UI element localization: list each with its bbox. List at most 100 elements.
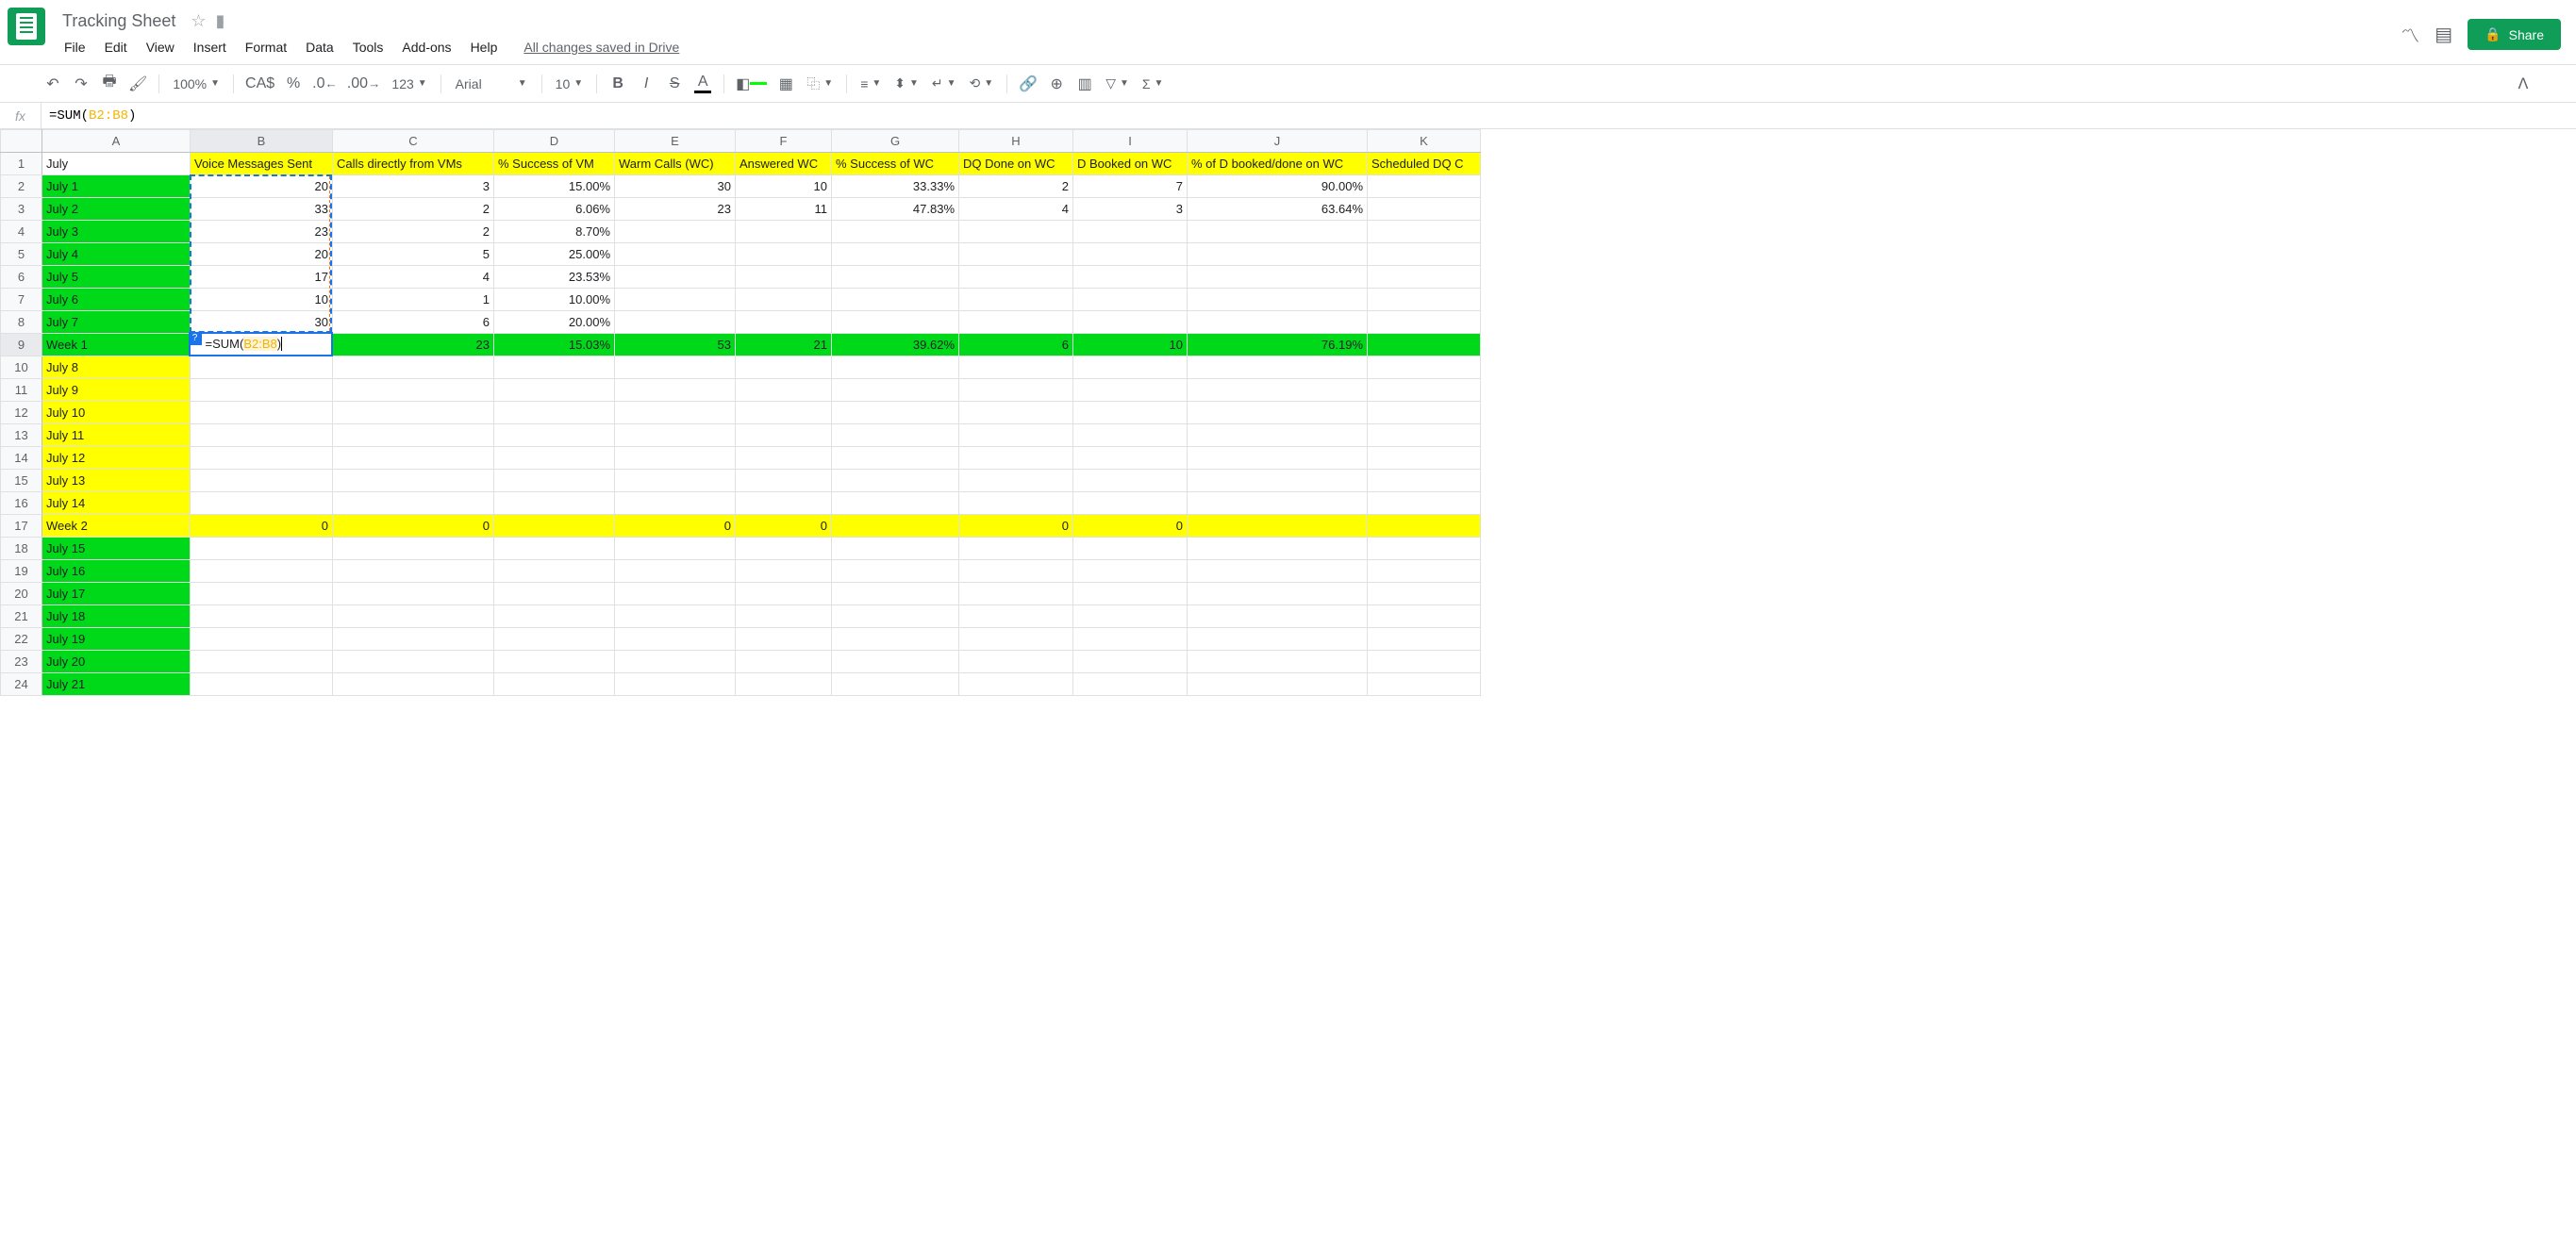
cell-G12[interactable]: [832, 402, 959, 424]
cell-G4[interactable]: [832, 221, 959, 243]
cell-K17[interactable]: [1368, 515, 1481, 538]
menu-addons[interactable]: Add-ons: [394, 36, 458, 58]
row-header-19[interactable]: 19: [1, 560, 42, 583]
cell-I13[interactable]: [1073, 424, 1188, 447]
menu-tools[interactable]: Tools: [345, 36, 391, 58]
cell-K1[interactable]: Scheduled DQ C: [1368, 153, 1481, 175]
row-header-1[interactable]: 1: [1, 153, 42, 175]
cell-A5[interactable]: July 4: [42, 243, 191, 266]
cell-K15[interactable]: [1368, 470, 1481, 492]
cell-A18[interactable]: July 15: [42, 538, 191, 560]
cell-G5[interactable]: [832, 243, 959, 266]
cell-B11[interactable]: [191, 379, 333, 402]
cell-C24[interactable]: [333, 673, 494, 696]
cell-F16[interactable]: [736, 492, 832, 515]
cell-G20[interactable]: [832, 583, 959, 605]
cell-K22[interactable]: [1368, 628, 1481, 651]
functions-button[interactable]: Σ▼: [1137, 71, 1170, 97]
column-header-C[interactable]: C: [333, 130, 494, 153]
cell-H21[interactable]: [959, 605, 1073, 628]
cell-F6[interactable]: [736, 266, 832, 289]
cell-A23[interactable]: July 20: [42, 651, 191, 673]
cell-F2[interactable]: 10: [736, 175, 832, 198]
cell-I18[interactable]: [1073, 538, 1188, 560]
row-header-12[interactable]: 12: [1, 402, 42, 424]
cell-E9[interactable]: 53: [615, 334, 736, 356]
cell-J1[interactable]: % of D booked/done on WC: [1188, 153, 1368, 175]
move-folder-icon[interactable]: ▮: [216, 11, 225, 31]
vertical-align-button[interactable]: ⬍▼: [889, 71, 924, 97]
cell-H18[interactable]: [959, 538, 1073, 560]
cell-F15[interactable]: [736, 470, 832, 492]
cell-D16[interactable]: [494, 492, 615, 515]
cell-I8[interactable]: [1073, 311, 1188, 334]
bold-button[interactable]: B: [605, 71, 631, 97]
cell-E1[interactable]: Warm Calls (WC): [615, 153, 736, 175]
cell-I22[interactable]: [1073, 628, 1188, 651]
cell-D23[interactable]: [494, 651, 615, 673]
cell-B8[interactable]: 30: [191, 311, 333, 334]
column-header-G[interactable]: G: [832, 130, 959, 153]
cell-H9[interactable]: 6: [959, 334, 1073, 356]
column-header-A[interactable]: A: [42, 130, 191, 153]
cell-D10[interactable]: [494, 356, 615, 379]
cell-H3[interactable]: 4: [959, 198, 1073, 221]
cell-B19[interactable]: [191, 560, 333, 583]
cell-D12[interactable]: [494, 402, 615, 424]
cell-B2[interactable]: 20: [191, 175, 333, 198]
cell-C18[interactable]: [333, 538, 494, 560]
cell-J13[interactable]: [1188, 424, 1368, 447]
cell-D18[interactable]: [494, 538, 615, 560]
cell-B14[interactable]: [191, 447, 333, 470]
cell-C3[interactable]: 2: [333, 198, 494, 221]
cell-A11[interactable]: July 9: [42, 379, 191, 402]
menu-edit[interactable]: Edit: [97, 36, 135, 58]
text-color-button[interactable]: A: [690, 71, 716, 97]
paint-format-button[interactable]: 🖌: [125, 71, 151, 97]
active-cell-editor[interactable]: ? =SUM(B2:B8): [189, 332, 333, 356]
cell-G15[interactable]: [832, 470, 959, 492]
cell-I6[interactable]: [1073, 266, 1188, 289]
fill-color-button[interactable]: ◧: [732, 71, 771, 97]
cell-D9[interactable]: 15.03%: [494, 334, 615, 356]
cell-I16[interactable]: [1073, 492, 1188, 515]
font-family-dropdown[interactable]: Arial▼: [449, 71, 534, 97]
cell-F20[interactable]: [736, 583, 832, 605]
document-title[interactable]: Tracking Sheet: [57, 9, 181, 33]
cell-H12[interactable]: [959, 402, 1073, 424]
cell-E3[interactable]: 23: [615, 198, 736, 221]
cell-E11[interactable]: [615, 379, 736, 402]
cell-K13[interactable]: [1368, 424, 1481, 447]
row-header-6[interactable]: 6: [1, 266, 42, 289]
cell-E5[interactable]: [615, 243, 736, 266]
cell-E16[interactable]: [615, 492, 736, 515]
font-size-dropdown[interactable]: 10▼: [550, 71, 589, 97]
cell-J24[interactable]: [1188, 673, 1368, 696]
cell-B13[interactable]: [191, 424, 333, 447]
row-header-8[interactable]: 8: [1, 311, 42, 334]
cell-D1[interactable]: % Success of VM: [494, 153, 615, 175]
cell-B3[interactable]: 33: [191, 198, 333, 221]
cell-B22[interactable]: [191, 628, 333, 651]
cell-C6[interactable]: 4: [333, 266, 494, 289]
row-header-22[interactable]: 22: [1, 628, 42, 651]
cell-H5[interactable]: [959, 243, 1073, 266]
cell-A8[interactable]: July 7: [42, 311, 191, 334]
cell-F17[interactable]: 0: [736, 515, 832, 538]
cell-D20[interactable]: [494, 583, 615, 605]
cell-B5[interactable]: 20: [191, 243, 333, 266]
cell-H8[interactable]: [959, 311, 1073, 334]
cell-K20[interactable]: [1368, 583, 1481, 605]
cell-I10[interactable]: [1073, 356, 1188, 379]
row-header-20[interactable]: 20: [1, 583, 42, 605]
column-header-E[interactable]: E: [615, 130, 736, 153]
cell-F1[interactable]: Answered WC: [736, 153, 832, 175]
cell-I3[interactable]: 3: [1073, 198, 1188, 221]
cell-J11[interactable]: [1188, 379, 1368, 402]
cell-K14[interactable]: [1368, 447, 1481, 470]
cell-E21[interactable]: [615, 605, 736, 628]
cell-B7[interactable]: 10: [191, 289, 333, 311]
cell-A2[interactable]: July 1: [42, 175, 191, 198]
cell-B12[interactable]: [191, 402, 333, 424]
row-header-9[interactable]: 9: [1, 334, 42, 356]
